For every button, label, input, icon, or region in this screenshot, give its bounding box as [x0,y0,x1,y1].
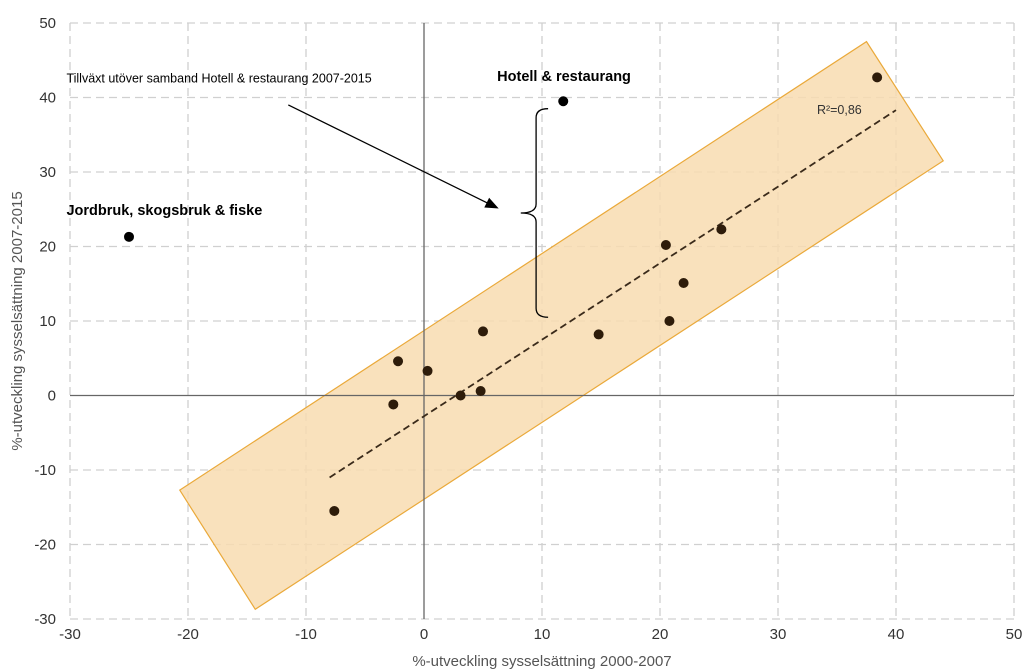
data-point [422,365,433,376]
highlighted-data-point [558,96,569,107]
x-tick-label: 40 [888,626,905,643]
data-point [660,240,671,251]
confidence-band [178,40,945,611]
data-point [678,278,689,289]
point-label-jordbruk: Jordbruk, skogsbruk & fiske [66,203,262,219]
y-tick-label: 10 [39,313,56,330]
y-tick-label: 0 [48,388,56,405]
growth-brace [520,108,549,318]
data-point [478,326,488,337]
axes [70,23,1014,619]
data-point [593,329,604,340]
r-squared-label: R²=0,86 [817,103,862,117]
tick-labels: -30 -20 -10 0 10 20 30 40 50 -30 -20 -10 0 10 20 30 40 50 [34,15,1022,643]
y-tick-label: 20 [39,239,56,256]
data-point [393,356,404,367]
data-point [329,505,340,516]
x-tick-label: 50 [1006,626,1023,643]
data-points [124,72,883,516]
growth-annotation: Tillväxt utöver samband Hotell & restaur… [66,72,371,86]
y-tick-label: 30 [39,164,56,181]
point-label-hotell: Hotell & restaurang [497,69,631,85]
y-tick-label: -10 [34,462,56,479]
y-tick-label: -30 [34,611,56,628]
data-point [872,72,883,83]
x-tick-label: -20 [177,626,199,643]
x-tick-label: -30 [59,626,81,643]
x-tick-label: 10 [534,626,551,643]
y-tick-label: 40 [39,90,56,107]
data-point [475,386,486,397]
x-tick-label: 30 [770,626,787,643]
x-tick-label: -10 [295,626,317,643]
data-point [664,316,675,326]
y-axis-label: %-utveckling sysselsättning 2007-2015 [9,191,26,450]
data-point [455,390,466,401]
data-point [716,224,727,235]
x-tick-label: 0 [420,626,428,643]
y-tick-label: 50 [39,15,56,32]
trendline [329,109,897,479]
y-tick-label: -20 [34,537,56,554]
highlighted-data-point [124,231,134,242]
data-point [388,399,399,410]
annotation-arrow [288,104,499,209]
x-tick-label: 20 [652,626,669,643]
x-axis-label: %-utveckling sysselsättning 2000-2007 [412,653,671,670]
